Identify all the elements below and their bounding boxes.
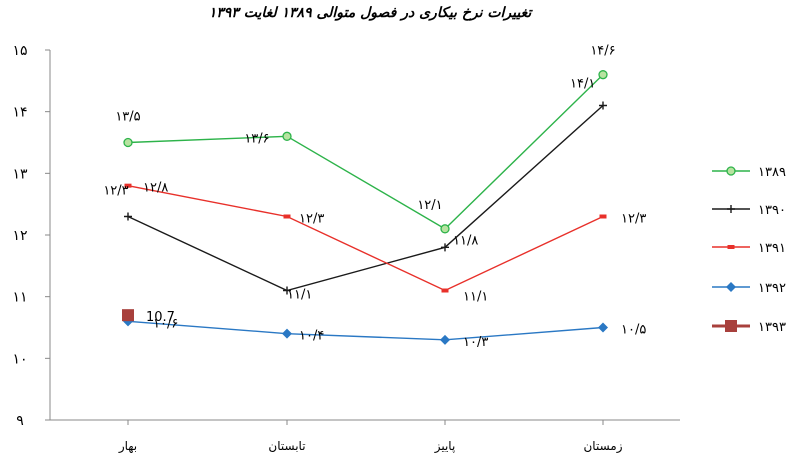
data-point [599, 214, 607, 219]
series-line [127, 320, 604, 341]
y-tick-label: ۱۱ [12, 290, 27, 306]
data-label: ۱۴/۶ [590, 44, 615, 59]
data-label: 10.7 [146, 310, 175, 325]
x-category-label: تابستان [268, 439, 305, 453]
legend-label: ۱۳۸۹ [758, 165, 786, 180]
legend-item: ۱۳۸۹ [712, 165, 786, 180]
data-point [124, 183, 132, 188]
legend-label: ۱۳۹۳ [758, 320, 786, 335]
data-point [123, 137, 133, 148]
chart-title: تغییرات نرخ بیکاری در فصول متوالی ۱۳۸۹ ل… [209, 5, 534, 21]
data-point [282, 131, 292, 141]
data-label: ۱۰/۵ [621, 323, 646, 338]
data-label: ۱۰/۶ [153, 316, 178, 331]
data-label: ۱۰/۴ [299, 329, 324, 344]
legend-item: ۱۳۹۲ [712, 281, 786, 296]
data-label: ۱۱/۱ [287, 288, 312, 303]
legend-marker [727, 245, 735, 249]
series-1 [123, 70, 608, 234]
legend-marker [727, 205, 735, 213]
plot-area: ۹ ۱۰ ۱۱ ۱۲ ۱۳ ۱۴ ۱۵ بهار تابستان پاییز زمستان ۱۳/… [12, 43, 680, 454]
y-tick-label: ۱۰ [12, 351, 27, 367]
y-tick-label: ۱۳ [12, 166, 28, 182]
data-point [441, 243, 449, 252]
legend: ۱۳۸۹ ۱۳۹۰ ۱۳۹۱ ۱۳۹۲ ۱۳۹۳ [712, 165, 786, 335]
data-point [282, 328, 292, 339]
y-tick-label: ۱۵ [12, 43, 27, 59]
series-line [127, 104, 604, 292]
x-category-label: بهار [118, 439, 137, 454]
series-5 [122, 309, 134, 322]
legend-item: ۱۳۹۱ [712, 241, 786, 256]
legend-item: ۱۳۹۳ [712, 320, 786, 335]
data-label: ۱۳/۵ [115, 110, 140, 125]
x-categories: بهار تابستان پاییز زمستان [118, 420, 623, 454]
data-point [283, 214, 291, 219]
data-point [441, 288, 449, 293]
y-tick-label: ۱۲ [12, 228, 27, 244]
data-point [598, 70, 608, 80]
series-3 [124, 183, 607, 293]
series-line [127, 184, 604, 292]
data-point [283, 286, 291, 295]
series-layer [122, 70, 608, 345]
legend-marker [725, 320, 737, 332]
data-label: ۱۱/۸ [453, 233, 478, 248]
legend-label: ۱۳۹۱ [758, 241, 786, 256]
data-label: ۱۱/۱ [463, 290, 488, 305]
legend-marker [726, 282, 736, 292]
data-labels: ۱۳/۵ ۱۳/۶ ۱۲/۱ ۱۴/۶ ۱۲/۳ ۱۱/۱ ۱۱/۸ ۱۴/۱ ۱۲/۸ ۱۲/۳… [103, 44, 646, 350]
x-category-label: پاییز [434, 439, 456, 454]
legend-marker [726, 166, 736, 176]
data-point [440, 334, 450, 345]
data-point [599, 101, 607, 110]
series-line [127, 74, 604, 230]
legend-label: ۱۳۹۰ [758, 203, 786, 218]
data-label: ۱۳/۶ [244, 131, 269, 146]
data-label: ۱۲/۱ [417, 198, 442, 213]
data-label: ۱۲/۳ [299, 212, 324, 227]
data-label: ۱۴/۱ [570, 77, 595, 92]
data-label: ۱۲/۳ [103, 184, 128, 199]
series-4 [123, 316, 608, 345]
data-label: ۱۰/۳ [463, 335, 488, 350]
data-label: ۱۲/۸ [143, 181, 168, 196]
y-tick-label: ۹ [16, 413, 24, 429]
data-point [124, 212, 132, 221]
legend-label: ۱۳۹۲ [758, 281, 786, 296]
legend-item: ۱۳۹۰ [712, 203, 786, 218]
data-point [598, 322, 608, 333]
data-point [440, 224, 450, 234]
data-label: ۱۲/۳ [621, 212, 646, 227]
series-2 [124, 101, 607, 295]
data-point [122, 309, 134, 322]
y-ticks: ۹ ۱۰ ۱۱ ۱۲ ۱۳ ۱۴ ۱۵ [12, 43, 50, 429]
y-tick-label: ۱۴ [12, 105, 27, 121]
x-category-label: زمستان [583, 439, 622, 454]
